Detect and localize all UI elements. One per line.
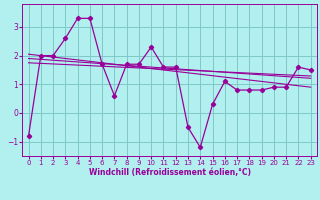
X-axis label: Windchill (Refroidissement éolien,°C): Windchill (Refroidissement éolien,°C): [89, 168, 251, 177]
